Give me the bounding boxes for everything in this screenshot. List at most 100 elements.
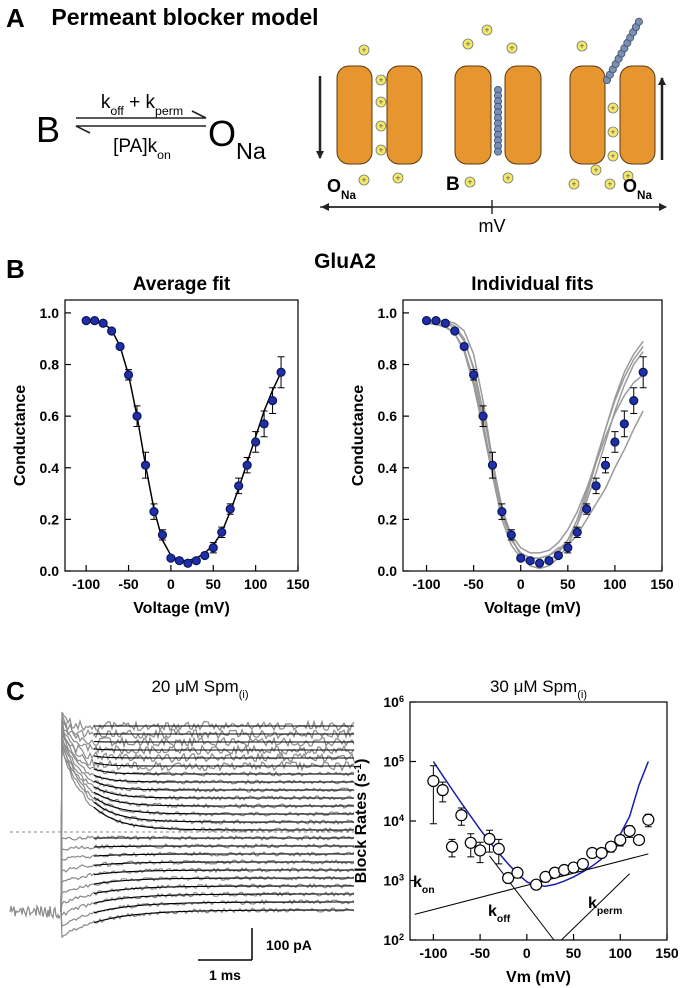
text-part: k (413, 874, 422, 891)
current-trace (60, 720, 355, 913)
data-point (534, 558, 545, 568)
ion-sign: + (572, 180, 577, 189)
data-point (106, 326, 117, 336)
data-point (251, 437, 261, 447)
chart: 30 μM Spm(i)-100 -50 0 50 100 150102103104105… (353, 677, 679, 986)
ion-sign: + (485, 26, 490, 35)
fit-trace (93, 762, 354, 767)
ion (375, 144, 387, 156)
ion (576, 40, 588, 52)
y-tick-label: 0.2 (40, 511, 60, 527)
data-point (436, 784, 449, 797)
ion-sign: + (580, 42, 585, 51)
data-point (483, 832, 496, 846)
y-tick-label: 0.0 (378, 563, 398, 579)
text-part: 10 (383, 932, 399, 948)
ion (607, 126, 619, 138)
data-point (217, 527, 227, 537)
data-point (431, 316, 441, 326)
text-part: (i) (577, 689, 587, 701)
current-traces (9, 711, 355, 939)
fit-line (426, 322, 644, 554)
blockers (493, 17, 643, 156)
data-point (506, 530, 516, 540)
plot-frame (409, 701, 668, 941)
blocker-bead (634, 17, 643, 26)
text-part: Block Rates (s (353, 773, 370, 883)
y-tick-label: 102 (383, 932, 404, 948)
data-point (614, 833, 627, 847)
ion (568, 178, 580, 190)
data-point (572, 527, 582, 537)
x-tick-label: 100 (609, 945, 633, 961)
error-bar (429, 765, 437, 825)
panel-label: B (6, 254, 25, 284)
line-label: koff (488, 903, 511, 925)
fit-trace (93, 845, 354, 848)
x-tick-label: -100 (413, 576, 441, 592)
data-point (90, 316, 100, 326)
y-tick-label: 1.0 (40, 305, 60, 321)
ion (506, 42, 518, 54)
text-part: on (422, 885, 435, 896)
text-part: O (327, 176, 341, 196)
diagram-label: B (446, 174, 460, 195)
y-tick-label: 0.2 (378, 511, 398, 527)
data-point (582, 504, 592, 514)
fit-line (426, 321, 644, 559)
text-part: [PA]k (113, 136, 157, 157)
data-point (632, 833, 646, 847)
text-part: 30 μM Spm (490, 677, 577, 696)
ion-sign: + (396, 174, 401, 183)
ion (607, 102, 619, 114)
x-tick-label: 0 (167, 576, 175, 592)
fit-trace (93, 796, 354, 815)
ion-sign: + (594, 166, 599, 175)
data-point (497, 507, 507, 517)
x-axis-label: Vm (mV) (506, 969, 571, 986)
ion (375, 74, 387, 86)
scale-label: 1 ms (209, 967, 241, 983)
ion (604, 178, 616, 190)
fit-trace (93, 740, 354, 743)
fit-trace (93, 774, 354, 783)
x-tick-label: -50 (470, 945, 490, 961)
x-axis-label: Voltage (mV) (484, 600, 581, 617)
data-point (421, 316, 432, 326)
x-tick-label: 150 (650, 576, 674, 592)
data-point (530, 878, 543, 891)
voltage-axis (320, 200, 667, 214)
ion-sign: + (466, 40, 471, 49)
chart-title: Average fit (133, 274, 231, 295)
fit-trace (93, 768, 354, 775)
text-part: 4 (399, 813, 405, 823)
diagram-label: ONa (623, 176, 652, 202)
baseline-trace (9, 903, 61, 920)
x-tick-label: 0 (523, 945, 531, 961)
ion (462, 38, 474, 50)
y-axis-label: Conductance (12, 385, 29, 486)
ion-sign: + (510, 44, 515, 53)
text-part: ) (353, 759, 370, 764)
text-part: k (101, 92, 111, 113)
data-point (234, 481, 244, 491)
fit-trace (93, 801, 354, 823)
fit-trace (93, 901, 354, 914)
channels (336, 65, 656, 165)
chart-title: Individual fits (471, 274, 593, 295)
ions: + + + + + + + + + + + + + + + + + + + + (358, 24, 634, 190)
ion (622, 170, 634, 182)
ion-sign: + (379, 146, 384, 155)
ion (375, 120, 387, 132)
y-axis-label: Conductance (350, 385, 367, 486)
text-part: 20 μM Spm (151, 677, 238, 696)
ion (590, 164, 602, 176)
traces-title: 20 μM Spm(i) (151, 677, 248, 701)
data-point (610, 437, 620, 447)
chart: Individual fits -100 -50 0 50 100 150 0.0 0.2 0.4… (350, 274, 674, 617)
text-part: O (623, 176, 637, 196)
text-part: 10 (383, 694, 399, 710)
data-point (638, 367, 648, 377)
text-part: + k (124, 92, 156, 113)
